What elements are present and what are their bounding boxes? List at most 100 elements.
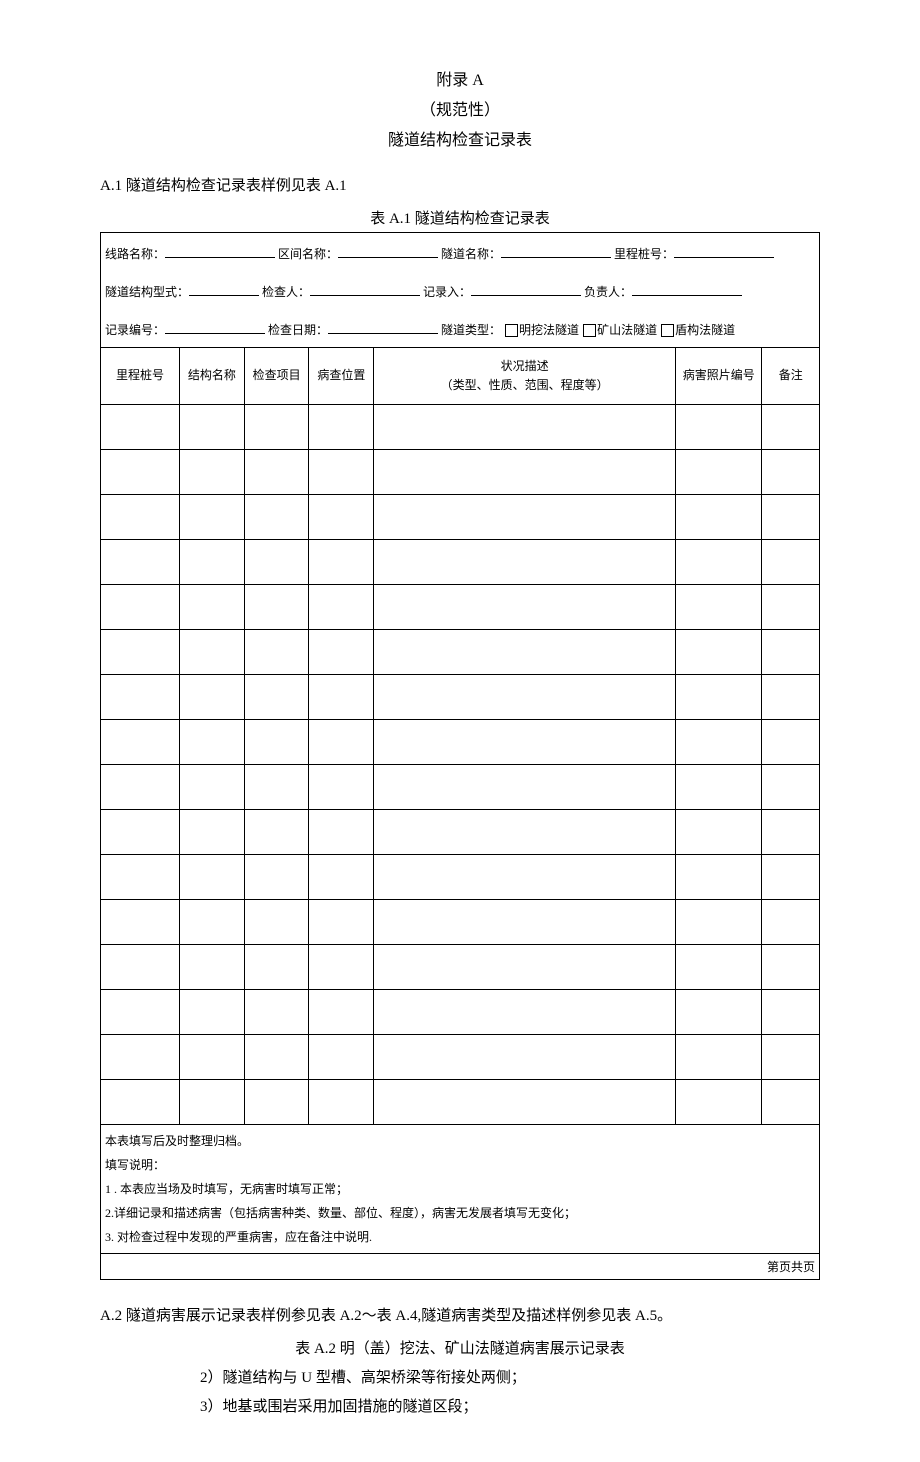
table-cell[interactable] [244, 720, 309, 765]
table-cell[interactable] [180, 1035, 245, 1080]
table-cell[interactable] [180, 990, 245, 1035]
table-cell[interactable] [762, 450, 820, 495]
table-cell[interactable] [676, 495, 762, 540]
table-cell[interactable] [762, 720, 820, 765]
table-cell[interactable] [374, 810, 676, 855]
table-cell[interactable] [101, 675, 180, 720]
table-cell[interactable] [180, 630, 245, 675]
table-cell[interactable] [180, 720, 245, 765]
table-cell[interactable] [676, 1080, 762, 1125]
table-cell[interactable] [374, 630, 676, 675]
table-cell[interactable] [309, 1080, 374, 1125]
table-cell[interactable] [180, 945, 245, 990]
tunnel-name-field[interactable] [501, 243, 611, 258]
table-cell[interactable] [374, 990, 676, 1035]
table-cell[interactable] [374, 585, 676, 630]
table-cell[interactable] [676, 405, 762, 450]
table-cell[interactable] [762, 810, 820, 855]
table-cell[interactable] [101, 855, 180, 900]
table-cell[interactable] [762, 540, 820, 585]
table-cell[interactable] [101, 765, 180, 810]
check-date-field[interactable] [328, 319, 438, 334]
table-cell[interactable] [101, 810, 180, 855]
table-cell[interactable] [180, 495, 245, 540]
table-cell[interactable] [762, 495, 820, 540]
table-cell[interactable] [309, 900, 374, 945]
owner-field[interactable] [632, 281, 742, 296]
table-cell[interactable] [244, 810, 309, 855]
table-cell[interactable] [309, 630, 374, 675]
table-cell[interactable] [676, 630, 762, 675]
table-cell[interactable] [676, 450, 762, 495]
table-cell[interactable] [244, 630, 309, 675]
table-cell[interactable] [309, 720, 374, 765]
table-cell[interactable] [374, 405, 676, 450]
table-cell[interactable] [762, 630, 820, 675]
table-cell[interactable] [374, 675, 676, 720]
table-cell[interactable] [762, 945, 820, 990]
table-cell[interactable] [676, 990, 762, 1035]
table-cell[interactable] [374, 450, 676, 495]
table-cell[interactable] [676, 540, 762, 585]
table-cell[interactable] [244, 495, 309, 540]
table-cell[interactable] [244, 945, 309, 990]
table-cell[interactable] [180, 540, 245, 585]
table-cell[interactable] [309, 540, 374, 585]
table-cell[interactable] [244, 1035, 309, 1080]
table-cell[interactable] [101, 495, 180, 540]
record-no-field[interactable] [165, 319, 265, 334]
table-cell[interactable] [180, 855, 245, 900]
table-cell[interactable] [101, 585, 180, 630]
table-cell[interactable] [101, 945, 180, 990]
table-cell[interactable] [101, 1035, 180, 1080]
table-cell[interactable] [180, 900, 245, 945]
table-cell[interactable] [762, 990, 820, 1035]
table-cell[interactable] [244, 990, 309, 1035]
table-cell[interactable] [101, 720, 180, 765]
struct-type-field[interactable] [189, 281, 259, 296]
table-cell[interactable] [374, 1080, 676, 1125]
table-cell[interactable] [244, 540, 309, 585]
table-cell[interactable] [762, 1035, 820, 1080]
table-cell[interactable] [676, 945, 762, 990]
table-cell[interactable] [180, 675, 245, 720]
table-cell[interactable] [309, 405, 374, 450]
table-cell[interactable] [374, 495, 676, 540]
table-cell[interactable] [309, 1035, 374, 1080]
table-cell[interactable] [762, 765, 820, 810]
table-cell[interactable] [374, 900, 676, 945]
table-cell[interactable] [101, 405, 180, 450]
table-cell[interactable] [244, 765, 309, 810]
table-cell[interactable] [676, 720, 762, 765]
table-cell[interactable] [762, 585, 820, 630]
table-cell[interactable] [762, 855, 820, 900]
table-cell[interactable] [762, 1080, 820, 1125]
table-cell[interactable] [676, 855, 762, 900]
table-cell[interactable] [762, 405, 820, 450]
table-cell[interactable] [244, 450, 309, 495]
table-cell[interactable] [309, 990, 374, 1035]
table-cell[interactable] [180, 1080, 245, 1125]
line-name-field[interactable] [165, 243, 275, 258]
table-cell[interactable] [309, 675, 374, 720]
table-cell[interactable] [374, 945, 676, 990]
table-cell[interactable] [676, 675, 762, 720]
table-cell[interactable] [101, 450, 180, 495]
table-cell[interactable] [309, 945, 374, 990]
table-cell[interactable] [309, 450, 374, 495]
table-cell[interactable] [374, 765, 676, 810]
table-cell[interactable] [309, 585, 374, 630]
table-cell[interactable] [180, 450, 245, 495]
table-cell[interactable] [244, 405, 309, 450]
table-cell[interactable] [374, 540, 676, 585]
table-cell[interactable] [180, 810, 245, 855]
table-cell[interactable] [676, 810, 762, 855]
table-cell[interactable] [244, 675, 309, 720]
table-cell[interactable] [676, 585, 762, 630]
table-cell[interactable] [244, 585, 309, 630]
table-cell[interactable] [244, 1080, 309, 1125]
table-cell[interactable] [309, 765, 374, 810]
checkbox-type-3[interactable] [661, 324, 674, 337]
inspector-field[interactable] [310, 281, 420, 296]
section-name-field[interactable] [338, 243, 438, 258]
